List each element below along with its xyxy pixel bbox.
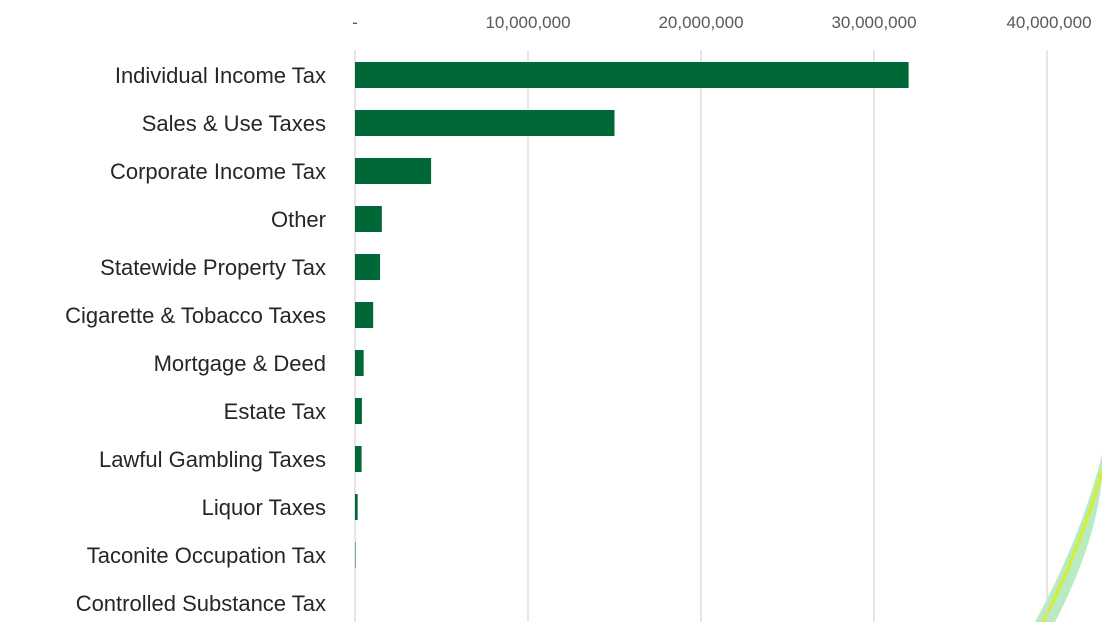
bar — [355, 542, 356, 568]
x-tick-label: 30,000,000 — [831, 13, 916, 32]
category-label: Mortgage & Deed — [154, 351, 326, 376]
x-axis-ticks: - 10,000,000 20,000,000 30,000,000 40,000,00… — [352, 13, 1091, 32]
category-label: Lawful Gambling Taxes — [99, 447, 326, 472]
bar — [355, 206, 382, 232]
x-tick-label: 40,000,000 — [1006, 13, 1091, 32]
category-labels: Individual Income Tax Sales & Use Taxes Co… — [65, 63, 326, 616]
bar — [355, 446, 362, 472]
category-label: Sales & Use Taxes — [142, 111, 326, 136]
bars — [355, 62, 909, 568]
swoosh-glow — [1035, 455, 1102, 622]
category-label: Estate Tax — [224, 399, 326, 424]
category-label: Liquor Taxes — [202, 495, 326, 520]
category-label: Controlled Substance Tax — [76, 591, 326, 616]
bar — [355, 110, 615, 136]
category-label: Corporate Income Tax — [110, 159, 326, 184]
bar — [355, 158, 431, 184]
category-label: Taconite Occupation Tax — [87, 543, 326, 568]
category-label: Cigarette & Tobacco Taxes — [65, 303, 326, 328]
bar — [355, 62, 909, 88]
x-tick-label: - — [352, 13, 358, 32]
bar — [355, 350, 364, 376]
bar — [355, 254, 380, 280]
x-tick-label: 10,000,000 — [485, 13, 570, 32]
x-tick-label: 20,000,000 — [658, 13, 743, 32]
category-label: Individual Income Tax — [115, 63, 326, 88]
category-label: Other — [271, 207, 326, 232]
decorative-swoosh — [1035, 455, 1102, 622]
bar — [355, 494, 358, 520]
category-label: Statewide Property Tax — [100, 255, 326, 280]
bar — [355, 302, 373, 328]
bar — [355, 398, 362, 424]
